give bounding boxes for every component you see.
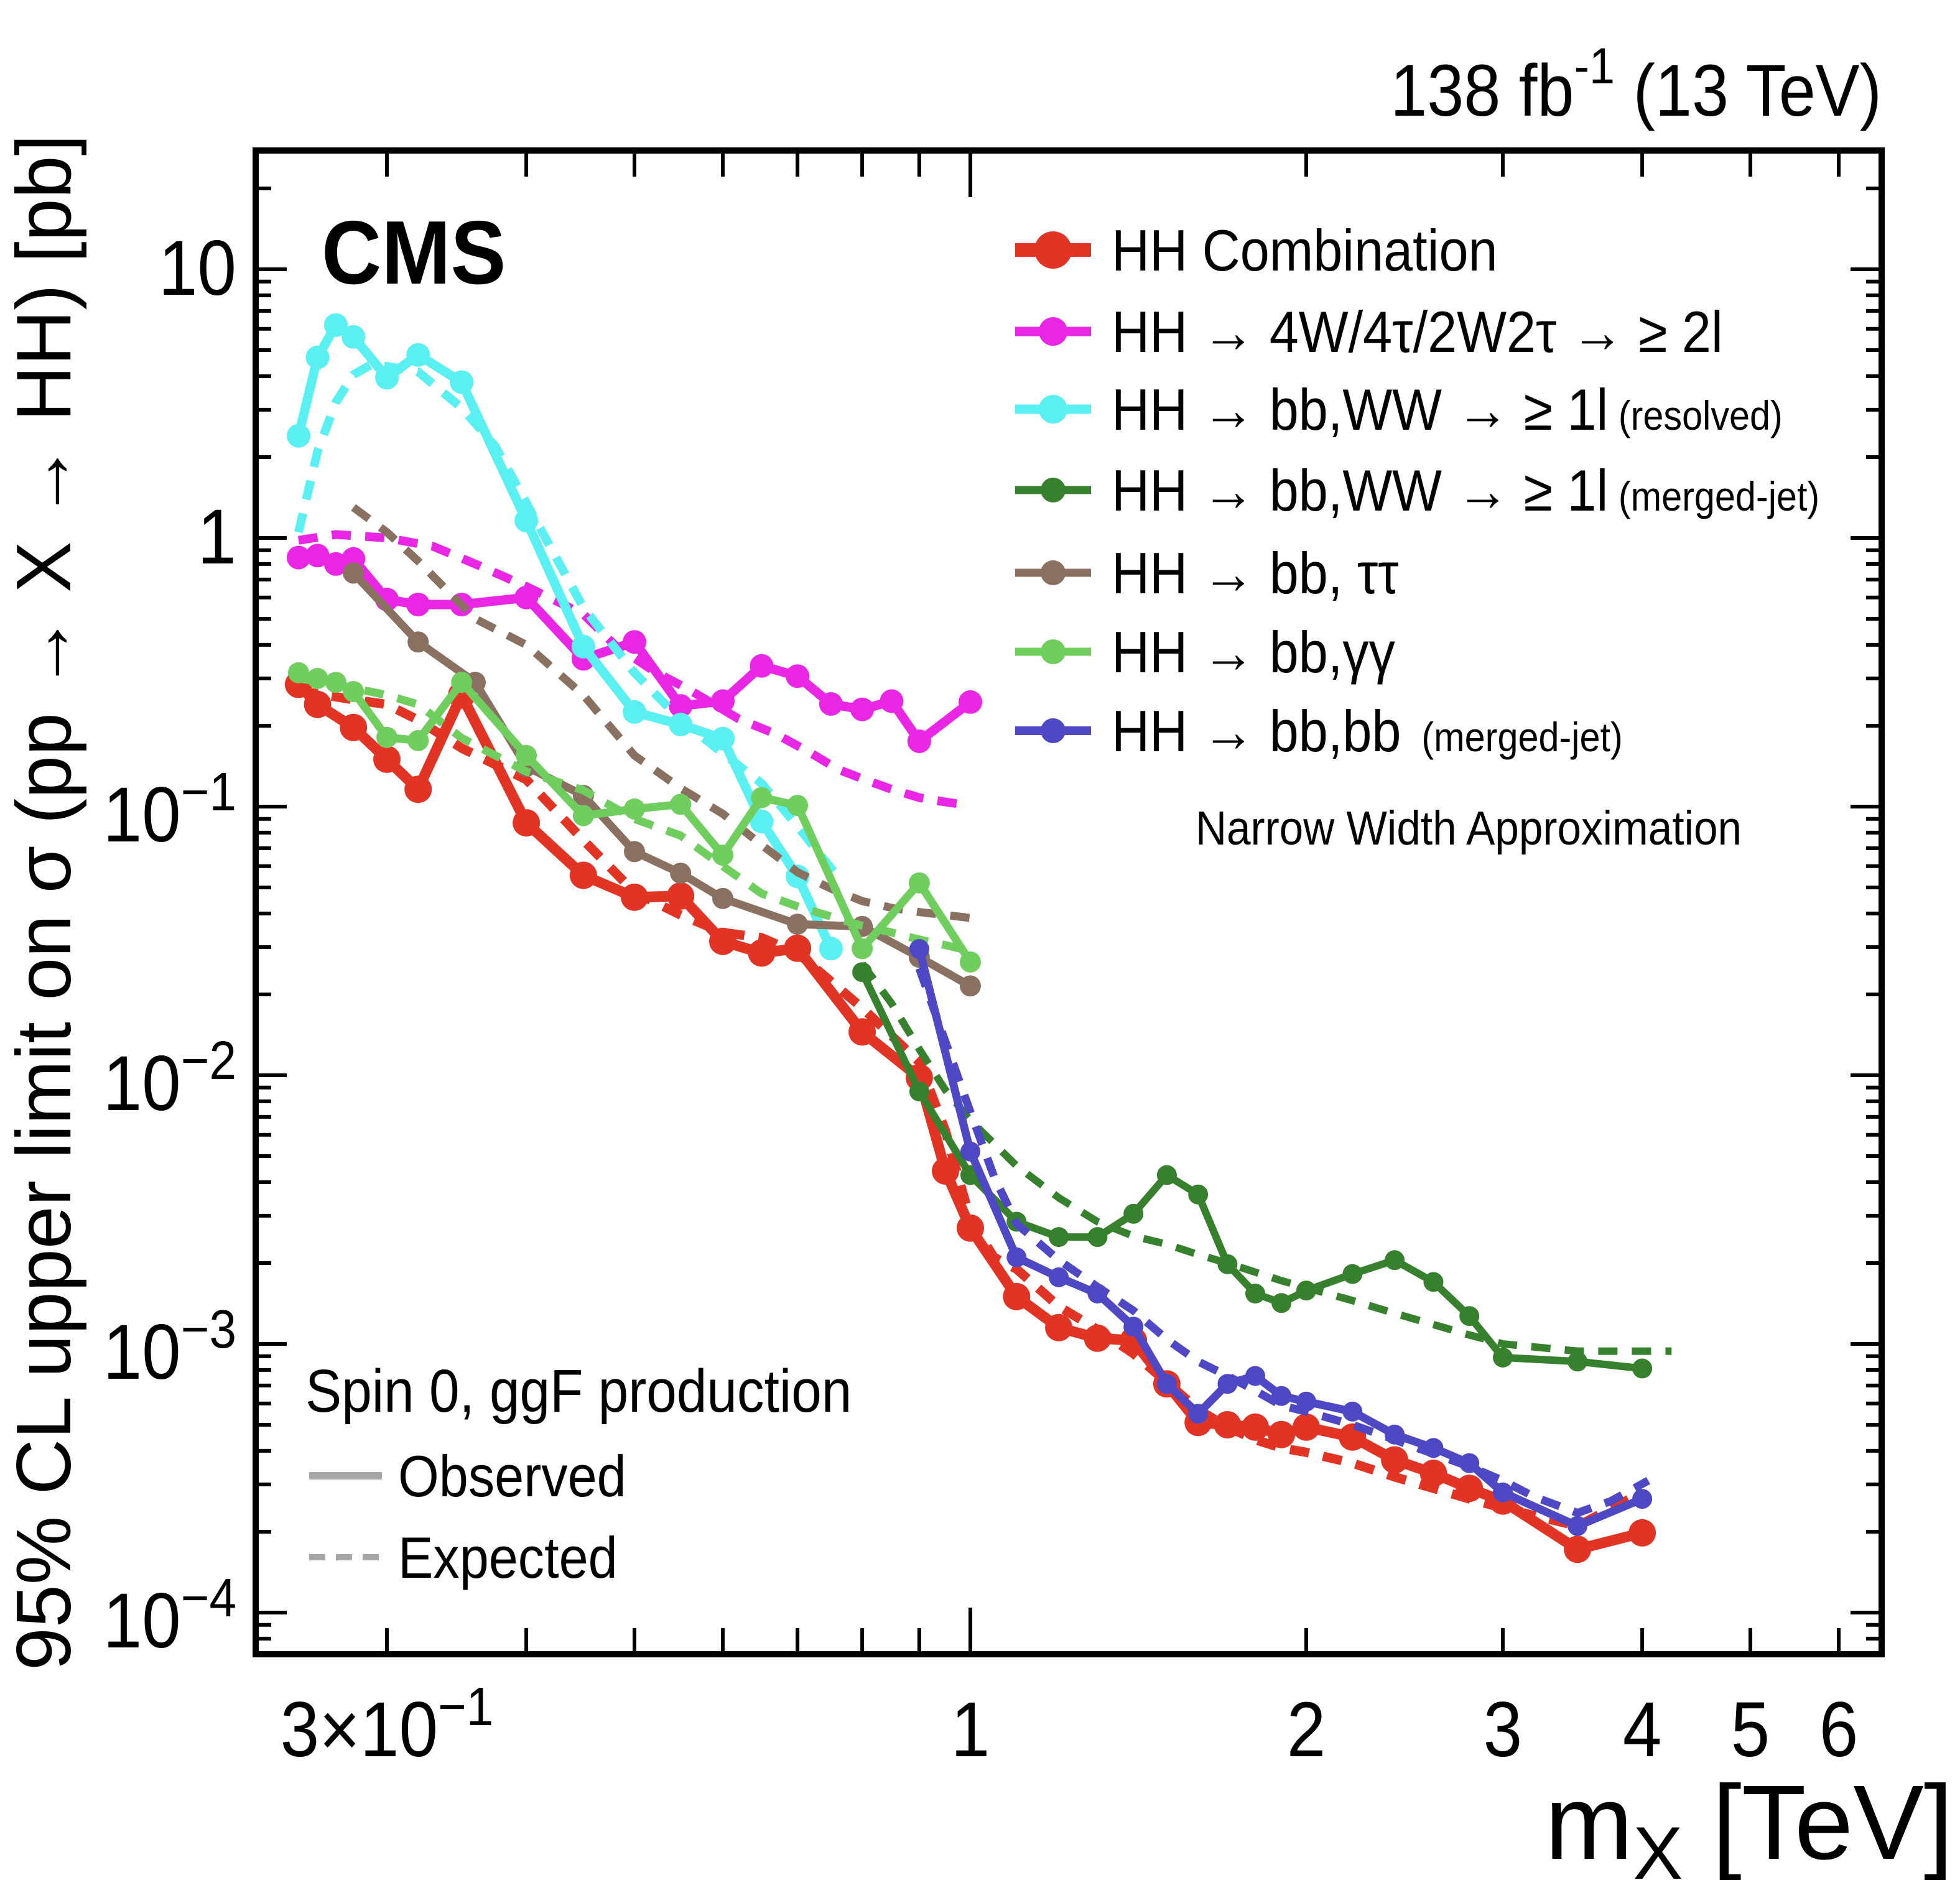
svg-text:6: 6	[1819, 1687, 1859, 1774]
svg-text:10−4: 10−4	[103, 1567, 236, 1664]
svg-text:10: 10	[159, 225, 236, 312]
svg-text:Expected: Expected	[398, 1525, 618, 1590]
svg-text:4: 4	[1623, 1687, 1662, 1774]
svg-text:HH → bb,γγ: HH → bb,γγ	[1112, 619, 1395, 685]
svg-text:2: 2	[1287, 1687, 1326, 1774]
svg-text:Narrow Width Approximation: Narrow Width Approximation	[1196, 802, 1742, 855]
svg-text:10−2: 10−2	[103, 1030, 236, 1127]
svg-text:mX [TeV]: mX [TeV]	[1545, 1764, 1953, 1880]
svg-text:HH Combination: HH Combination	[1112, 218, 1498, 283]
svg-text:1: 1	[951, 1687, 990, 1774]
svg-text:95% CL upper limit on σ (pp →: 95% CL upper limit on σ (pp → X → HH) [p…	[1, 134, 87, 1670]
svg-text:Spin 0, ggF production: Spin 0, ggF production	[305, 1357, 852, 1425]
svg-text:138 fb-1 (13 TeV): 138 fb-1 (13 TeV)	[1390, 37, 1882, 131]
svg-text:3: 3	[1484, 1687, 1523, 1774]
svg-text:HH → bb, ττ: HH → bb, ττ	[1112, 540, 1399, 606]
svg-text:CMS: CMS	[322, 202, 506, 303]
svg-text:Observed: Observed	[398, 1443, 626, 1509]
svg-text:5: 5	[1731, 1687, 1770, 1774]
svg-text:1: 1	[197, 494, 236, 581]
svg-text:HH → 4W/4τ/2W2τ → ≥ 2l: HH → 4W/4τ/2W2τ → ≥ 2l	[1112, 299, 1723, 364]
